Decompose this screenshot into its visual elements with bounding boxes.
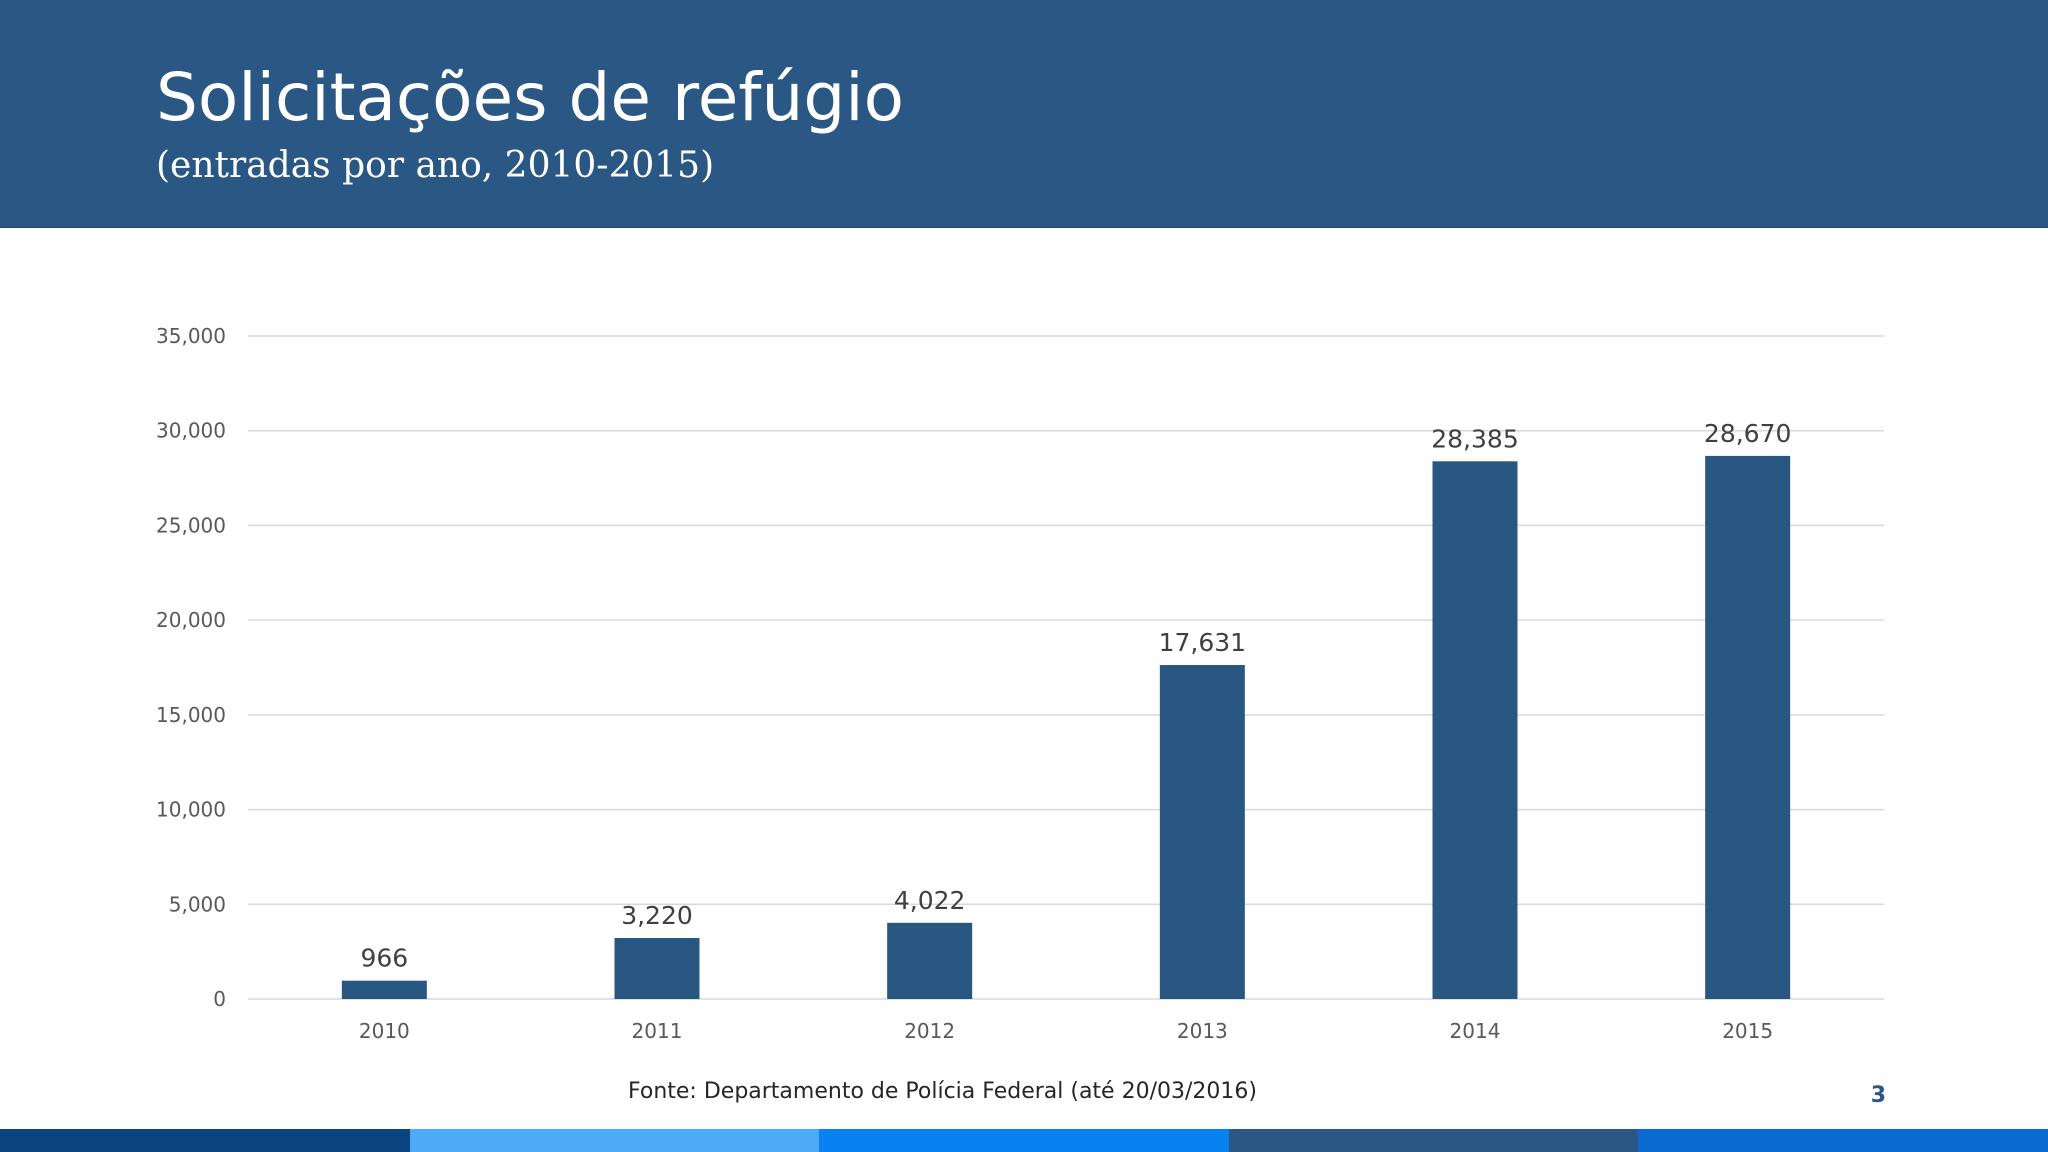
bar-2011 xyxy=(614,938,700,999)
slide-title: Solicitações de refúgio xyxy=(156,59,904,136)
bar-2012 xyxy=(887,922,973,999)
y-tick-label: 15,000 xyxy=(156,703,226,727)
data-label-2014: 28,385 xyxy=(1431,424,1518,453)
y-tick-label: 0 xyxy=(213,987,226,1011)
data-label-2015: 28,670 xyxy=(1704,419,1791,448)
x-tick-label: 2012 xyxy=(904,1019,955,1043)
x-tick-label: 2011 xyxy=(632,1019,683,1043)
y-tick-label: 10,000 xyxy=(156,798,226,822)
footer-color-bar xyxy=(0,1129,2048,1152)
slide-subtitle: (entradas por ano, 2010-2015) xyxy=(156,145,715,186)
footer-segment-2 xyxy=(409,1129,820,1152)
data-label-2012: 4,022 xyxy=(894,886,966,915)
y-tick-label: 35,000 xyxy=(156,324,226,348)
footer-segment-3 xyxy=(819,1129,1229,1152)
bar-2013 xyxy=(1159,665,1245,999)
x-axis-ticks: 2010 2011 2012 2013 2014 2015 xyxy=(359,1019,1773,1043)
y-tick-label: 20,000 xyxy=(156,608,226,632)
data-labels: 966 3,220 4,022 17,631 28,385 28,670 xyxy=(360,419,1791,973)
data-label-2010: 966 xyxy=(360,944,408,973)
gridlines xyxy=(248,335,1884,1000)
bars xyxy=(341,455,1791,999)
bar-2015 xyxy=(1705,455,1791,999)
page-number: 3 xyxy=(1870,1083,1886,1108)
y-tick-label: 25,000 xyxy=(156,513,226,537)
slide-header: Solicitações de refúgio (entradas por an… xyxy=(0,0,2048,228)
x-tick-label: 2010 xyxy=(359,1019,410,1043)
data-label-2013: 17,631 xyxy=(1159,628,1246,657)
y-axis-ticks: 0 5,000 10,000 15,000 20,000 25,000 30,000 35,0… xyxy=(156,324,226,1011)
y-tick-label: 5,000 xyxy=(169,892,226,916)
source-note: Fonte: Departamento de Polícia Federal (… xyxy=(628,1079,1257,1104)
footer-segment-5 xyxy=(1638,1129,2048,1152)
y-tick-label: 30,000 xyxy=(156,419,226,443)
x-tick-label: 2014 xyxy=(1450,1019,1501,1043)
bar-2014 xyxy=(1432,461,1518,999)
data-label-2011: 3,220 xyxy=(621,901,693,930)
x-tick-label: 2015 xyxy=(1722,1019,1773,1043)
footer-segment-4 xyxy=(1228,1129,1639,1152)
footer-segment-1 xyxy=(0,1129,410,1152)
x-tick-label: 2013 xyxy=(1177,1019,1228,1043)
bar-2010 xyxy=(341,980,427,999)
